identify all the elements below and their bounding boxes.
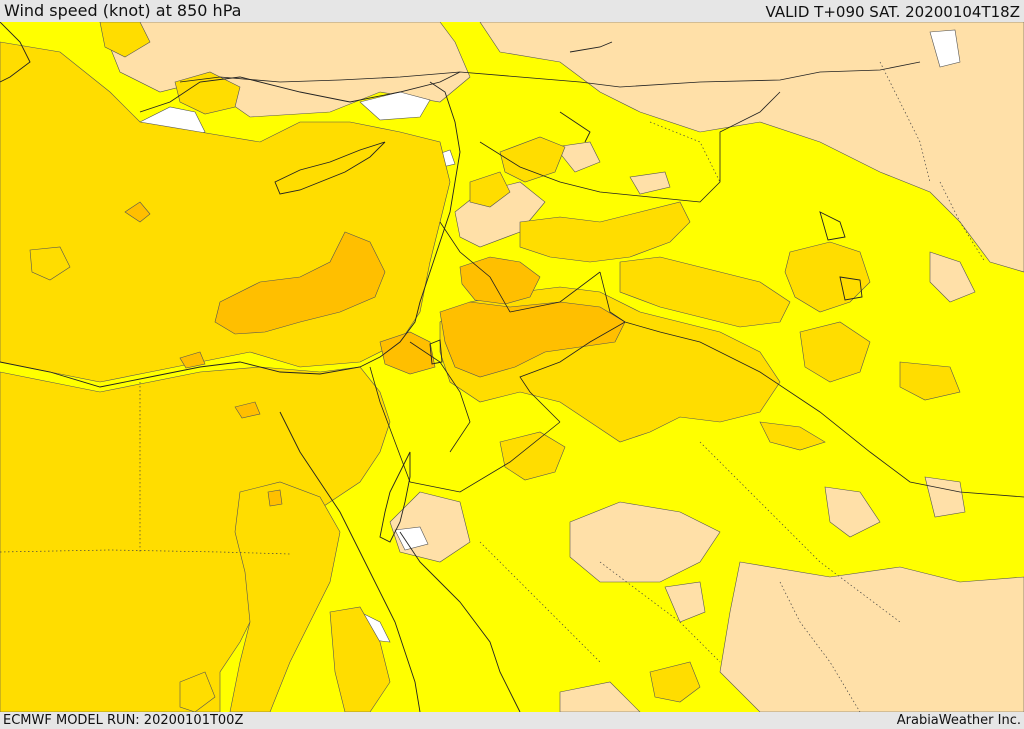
header-bar: Wind speed (knot) at 850 hPa VALID T+090… <box>0 0 1024 22</box>
map-title: Wind speed (knot) at 850 hPa <box>4 1 242 20</box>
fresh-wind-zones <box>0 22 961 712</box>
coastlines <box>0 22 863 712</box>
country-borders <box>179 61 1024 498</box>
admin-boundaries <box>0 61 986 712</box>
model-run: ECMWF MODEL RUN: 20200101T00Z <box>3 713 244 728</box>
wind-speed-map[interactable] <box>0 22 1024 712</box>
footer-bar: ECMWF MODEL RUN: 20200101T00Z ArabiaWeat… <box>0 712 1024 729</box>
credit: ArabiaWeather Inc. <box>896 713 1021 728</box>
map-canvas <box>0 22 1024 712</box>
valid-time: VALID T+090 SAT. 20200104T18Z <box>765 3 1020 21</box>
strong-wind-zones <box>124 201 626 507</box>
